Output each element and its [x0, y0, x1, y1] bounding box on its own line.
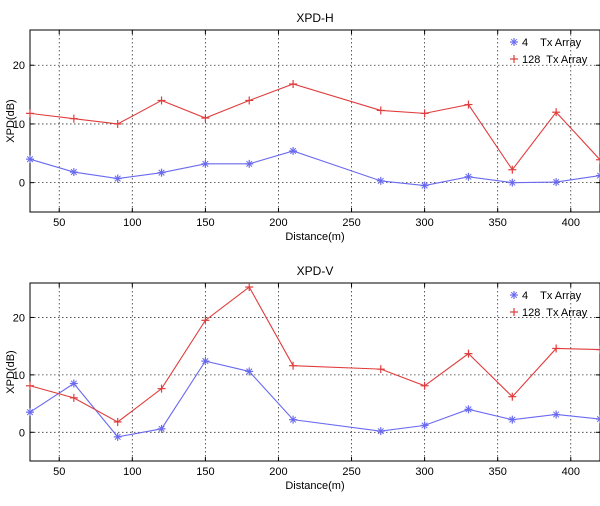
legend: 4 Tx Array 128 Tx Array — [510, 37, 588, 66]
data-point — [69, 379, 78, 388]
data-point — [420, 421, 429, 430]
legend-label: 4 Tx Array — [522, 290, 582, 302]
data-point — [245, 283, 254, 292]
data-point — [69, 114, 78, 123]
x-tick-label: 350 — [489, 217, 507, 229]
x-tick-label: 350 — [489, 466, 507, 478]
series-4-tx-array — [26, 146, 600, 190]
data-point — [157, 96, 166, 105]
y-tick-label: 10 — [13, 119, 25, 131]
y-tick-label: 20 — [13, 312, 25, 324]
data-point — [113, 119, 122, 128]
data-point — [26, 155, 34, 164]
x-tick-label: 300 — [415, 217, 433, 229]
data-point — [552, 108, 561, 117]
y-tick-label: 0 — [19, 427, 25, 439]
data-point — [376, 106, 385, 115]
data-point — [596, 415, 600, 424]
x-tick-label: 100 — [123, 466, 141, 478]
data-point — [464, 100, 473, 109]
data-point — [157, 424, 166, 433]
data-point — [420, 381, 429, 390]
legend: 4 Tx Array 128 Tx Array — [510, 290, 588, 319]
data-point — [552, 410, 561, 419]
x-tick-label: 50 — [53, 466, 65, 478]
data-point — [376, 427, 385, 436]
legend-marker — [510, 308, 518, 316]
data-point — [157, 168, 166, 177]
data-point — [376, 176, 385, 185]
data-point — [26, 408, 34, 417]
legend-marker — [510, 38, 518, 46]
data-point — [201, 316, 210, 325]
data-point — [69, 393, 78, 402]
data-point — [420, 181, 429, 190]
legend-label: 128 Tx Array — [522, 54, 588, 66]
x-tick-label: 250 — [342, 217, 360, 229]
x-tick-label: 300 — [415, 466, 433, 478]
chart-panel-2: 50 100 150 200 250 300 350 400 0 10 20 XPD-V Distanc… — [5, 264, 600, 492]
y-axis-label: XPD(dB) — [5, 99, 17, 142]
data-point — [596, 171, 600, 180]
data-point — [113, 174, 122, 183]
data-point — [245, 367, 254, 376]
data-point — [508, 392, 517, 401]
data-point — [289, 415, 298, 424]
x-axis-label: Distance(m) — [285, 231, 344, 243]
chart-title: XPD-H — [296, 11, 333, 25]
data-point — [464, 172, 473, 181]
series-128-tx-array — [26, 283, 600, 426]
series-4-tx-array — [26, 357, 600, 441]
legend-marker — [510, 55, 518, 63]
data-point — [289, 361, 298, 370]
x-tick-label: 100 — [123, 217, 141, 229]
x-tick-label: 400 — [562, 217, 580, 229]
data-point — [508, 178, 517, 187]
x-tick-label: 200 — [269, 466, 287, 478]
data-point — [26, 381, 34, 390]
y-tick-label: 20 — [13, 60, 25, 72]
data-point — [113, 432, 122, 441]
data-point — [552, 178, 561, 187]
data-point — [201, 159, 210, 168]
x-axis-label: Distance(m) — [285, 480, 344, 492]
data-point — [508, 415, 517, 424]
data-point — [157, 384, 166, 393]
data-point — [420, 109, 429, 118]
data-point — [552, 344, 561, 353]
data-point — [464, 349, 473, 358]
x-tick-label: 400 — [562, 466, 580, 478]
data-point — [508, 165, 517, 174]
x-tick-label: 50 — [53, 217, 65, 229]
x-tick-label: 250 — [342, 466, 360, 478]
chart-title: XPD-V — [297, 264, 334, 278]
data-point — [376, 365, 385, 374]
x-tick-label: 150 — [196, 217, 214, 229]
data-point — [245, 159, 254, 168]
data-point — [289, 80, 298, 89]
chart-panel-1: 50 100 150 200 250 300 350 400 0 10 20 XPD-H Distanc… — [5, 11, 600, 243]
legend-marker — [510, 291, 518, 299]
y-tick-label: 10 — [13, 370, 25, 382]
data-point — [596, 155, 600, 164]
legend-label: 128 Tx Array — [522, 307, 588, 319]
y-axis-label: XPD(dB) — [5, 350, 17, 393]
legend-label: 4 Tx Array — [522, 37, 582, 49]
series-128-tx-array — [26, 80, 600, 174]
data-point — [289, 146, 298, 155]
data-point — [596, 345, 600, 354]
data-point — [26, 109, 34, 118]
data-point — [201, 114, 210, 123]
data-point — [113, 417, 122, 426]
data-point — [201, 357, 210, 366]
x-tick-label: 150 — [196, 466, 214, 478]
x-tick-label: 200 — [269, 217, 287, 229]
data-point — [464, 405, 473, 414]
data-point — [69, 168, 78, 177]
data-point — [245, 96, 254, 105]
y-tick-label: 0 — [19, 178, 25, 190]
plot-area — [29, 282, 600, 462]
